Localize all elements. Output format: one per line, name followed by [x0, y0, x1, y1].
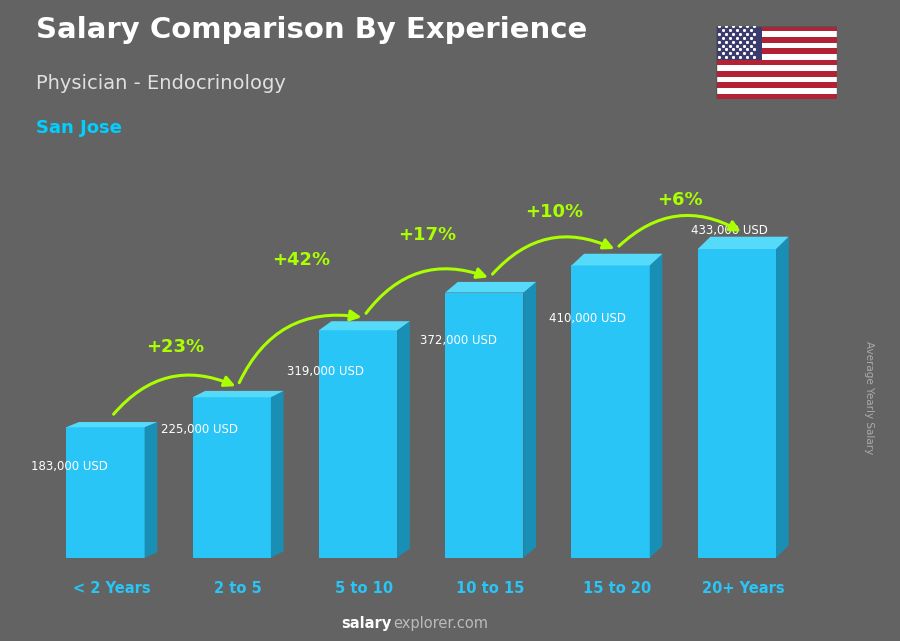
Bar [193, 397, 271, 558]
Text: San Jose: San Jose [36, 119, 122, 137]
Bar [716, 94, 837, 99]
Text: +17%: +17% [399, 226, 456, 244]
Polygon shape [145, 422, 158, 558]
Text: +6%: +6% [657, 190, 703, 208]
Text: Salary Comparison By Experience: Salary Comparison By Experience [36, 16, 587, 44]
Bar [716, 54, 837, 60]
Polygon shape [319, 321, 410, 330]
Text: < 2 Years: < 2 Years [73, 581, 150, 596]
Bar [572, 265, 650, 558]
Bar [716, 43, 837, 48]
Bar [446, 292, 524, 558]
Text: 2 to 5: 2 to 5 [214, 581, 262, 596]
Text: 10 to 15: 10 to 15 [456, 581, 525, 596]
Bar [716, 48, 837, 54]
Text: +42%: +42% [272, 251, 330, 269]
Text: 433,000 USD: 433,000 USD [691, 224, 769, 237]
Text: 225,000 USD: 225,000 USD [161, 423, 238, 436]
Polygon shape [698, 237, 788, 249]
Text: explorer.com: explorer.com [393, 616, 489, 631]
Polygon shape [572, 254, 662, 265]
Bar [319, 330, 397, 558]
Bar [716, 31, 837, 37]
Bar [716, 26, 761, 60]
Bar [67, 428, 145, 558]
Polygon shape [776, 237, 788, 558]
Bar [716, 26, 837, 31]
Bar [716, 37, 837, 43]
Bar [716, 88, 837, 94]
Text: 410,000 USD: 410,000 USD [549, 312, 626, 324]
Bar [716, 60, 837, 65]
Text: salary: salary [341, 616, 392, 631]
Text: Average Yearly Salary: Average Yearly Salary [863, 341, 874, 454]
Polygon shape [524, 282, 536, 558]
Polygon shape [650, 254, 662, 558]
Text: Physician - Endocrinology: Physician - Endocrinology [36, 74, 286, 93]
Polygon shape [67, 422, 158, 428]
Text: 183,000 USD: 183,000 USD [31, 460, 108, 473]
Text: 20+ Years: 20+ Years [702, 581, 785, 596]
Bar [716, 82, 837, 88]
Bar [716, 71, 837, 77]
Text: 319,000 USD: 319,000 USD [287, 365, 365, 378]
Text: 372,000 USD: 372,000 USD [420, 334, 497, 347]
Polygon shape [193, 391, 284, 397]
Text: +10%: +10% [525, 203, 583, 221]
Polygon shape [397, 321, 410, 558]
Text: 15 to 20: 15 to 20 [583, 581, 651, 596]
Bar [716, 77, 837, 82]
Polygon shape [446, 282, 536, 292]
Bar [698, 249, 776, 558]
Bar [716, 65, 837, 71]
Polygon shape [271, 391, 284, 558]
Text: 5 to 10: 5 to 10 [336, 581, 393, 596]
Text: +23%: +23% [146, 338, 204, 356]
